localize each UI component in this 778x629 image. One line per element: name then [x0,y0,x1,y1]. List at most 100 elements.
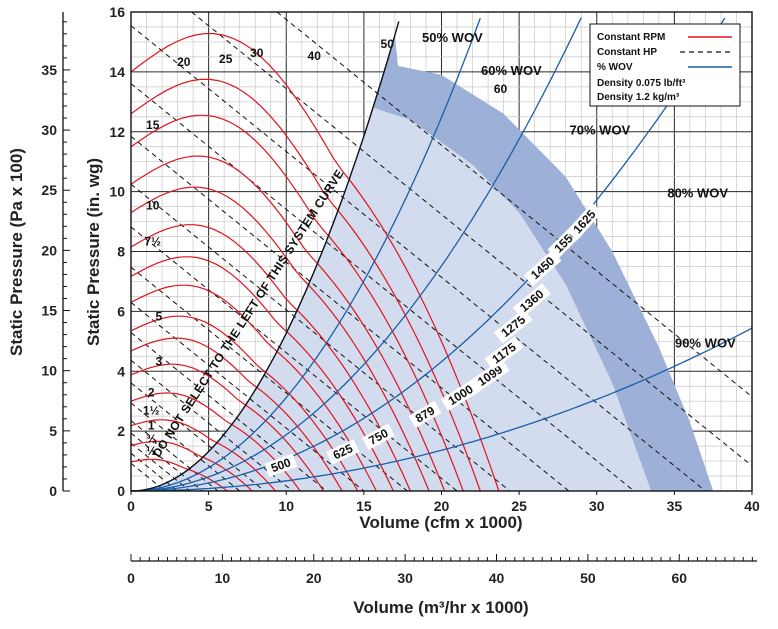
constant-rpm-curve [130,256,394,492]
constant-hp-line [130,226,458,492]
wov-curve [131,17,582,492]
constant-rpm-curve [130,315,359,492]
rpm-label-bg [493,309,533,344]
x-tick-label: 5 [205,498,213,514]
hp-label: 3 [156,354,163,368]
secondary-y-tick-label: 10 [41,363,57,379]
constant-hp-line [130,25,706,492]
system-curve [130,21,400,492]
constant-rpm-curve [130,392,301,492]
selection-region-dark [373,35,714,491]
hp-label: 15 [146,118,160,132]
secondary-x-tick-label: 60 [671,570,687,586]
wov-curve [131,17,726,492]
rpm-label-bg [484,336,524,371]
constant-rpm-curve [130,155,446,492]
secondary-y-tick-label: 0 [49,483,57,499]
x-tick-label: 30 [589,498,605,514]
x-tick-label: 15 [356,498,372,514]
y-tick-label: 6 [117,303,125,319]
legend-density-metric: Density 1.2 kg/m³ [597,92,680,103]
legend: Constant RPM Constant HP % WOV Density 0… [589,23,741,107]
secondary-y-tick-label: 15 [41,303,57,319]
legend-label-hp: Constant HP [597,47,657,58]
secondary-y-tick-label: 35 [41,62,57,78]
x-tick-label: 40 [744,498,760,514]
rpm-label-bg [470,359,510,392]
legend-label-wov: % WOV [597,62,633,73]
constant-rpm-curve [130,78,481,492]
x-tick-label: 10 [278,498,294,514]
y-tick-label: 8 [117,244,125,260]
rpm-label-bg [408,400,442,429]
secondary-x-tick-label: 0 [127,570,135,586]
rpm-label-bg [326,439,360,465]
hp-label: 25 [219,52,233,66]
x-tick-label: 0 [127,498,135,514]
rpm-label-bg [440,378,481,412]
selection-region-light [131,107,652,492]
y-tick-label: 16 [109,4,125,20]
secondary-y-tick-label: 20 [41,242,57,258]
wov-label: 80% WOV [667,186,728,201]
rpm-label-bg [566,202,603,241]
hp-label: ¾ [146,432,157,446]
secondary-x-tick-label: 40 [489,570,505,586]
constant-hp-line [130,183,511,492]
x-tick-label: 20 [434,498,450,514]
y-tick-label: 10 [109,184,125,200]
y-tick-label: 2 [117,423,125,439]
x-tick-label: 25 [511,498,527,514]
secondary-y-tick-label: 25 [41,182,57,198]
secondary-x-tick-label: 30 [397,570,413,586]
constant-hp-line [191,11,753,467]
hp-label: 40 [308,49,322,63]
rpm-label-bg [361,423,395,451]
constant-rpm-curve [130,440,253,492]
y-tick-label: 0 [117,483,125,499]
constant-hp-line [130,432,203,492]
secondary-x-tick-label: 10 [215,570,231,586]
constant-rpm-curve [130,33,500,492]
constant-rpm-curve [130,337,343,492]
hp-label: 10 [146,199,160,213]
hp-label: 1½ [143,404,160,418]
constant-rpm-curve [130,284,377,492]
x-axis-label: Volume (cfm x 1000) [359,513,522,532]
secondary-x-tick-label: 20 [306,570,322,586]
hp-label: 2 [148,386,155,400]
hp-label: 7½ [144,235,161,249]
constant-rpm-curve [130,458,228,492]
hp-label: 50 [381,37,395,51]
secondary-y-tick-label: 30 [41,122,57,138]
hp-label: 1 [148,419,155,433]
y-tick-label: 4 [117,363,125,379]
constant-hp-line [130,382,265,492]
rpm-label-bg [264,453,298,477]
wov-label: 50% WOV [422,30,483,45]
rpm-label-bg [523,250,562,286]
secondary-y-tick-label: 5 [49,423,57,439]
hp-label: 30 [250,46,264,60]
constant-hp-line [130,442,191,492]
constant-hp-line [130,359,293,492]
legend-density-imperial: Density 0.075 lb/ft³ [597,78,686,89]
rpm-label-bg [512,283,551,319]
hp-label: 5 [156,309,163,323]
legend-label-rpm: Constant RPM [597,32,665,43]
rpm-label-group: 500 [264,453,298,477]
secondary-x-axis-label: Volume (m³/hr x 1000) [353,598,528,617]
hp-label: ½ [146,444,156,458]
constant-hp-line [130,136,570,492]
y-axis-label: Static Pressure (in. wg) [84,158,103,346]
hp-label: 60 [494,82,508,96]
wov-label: 60% WOV [481,63,542,78]
wov-label: 90% WOV [675,335,736,350]
constant-rpm-curve [130,363,325,492]
y-tick-label: 12 [109,124,125,140]
x-tick-label: 35 [667,498,683,514]
y-tick-label: 14 [109,64,125,80]
wov-curve [131,327,753,492]
